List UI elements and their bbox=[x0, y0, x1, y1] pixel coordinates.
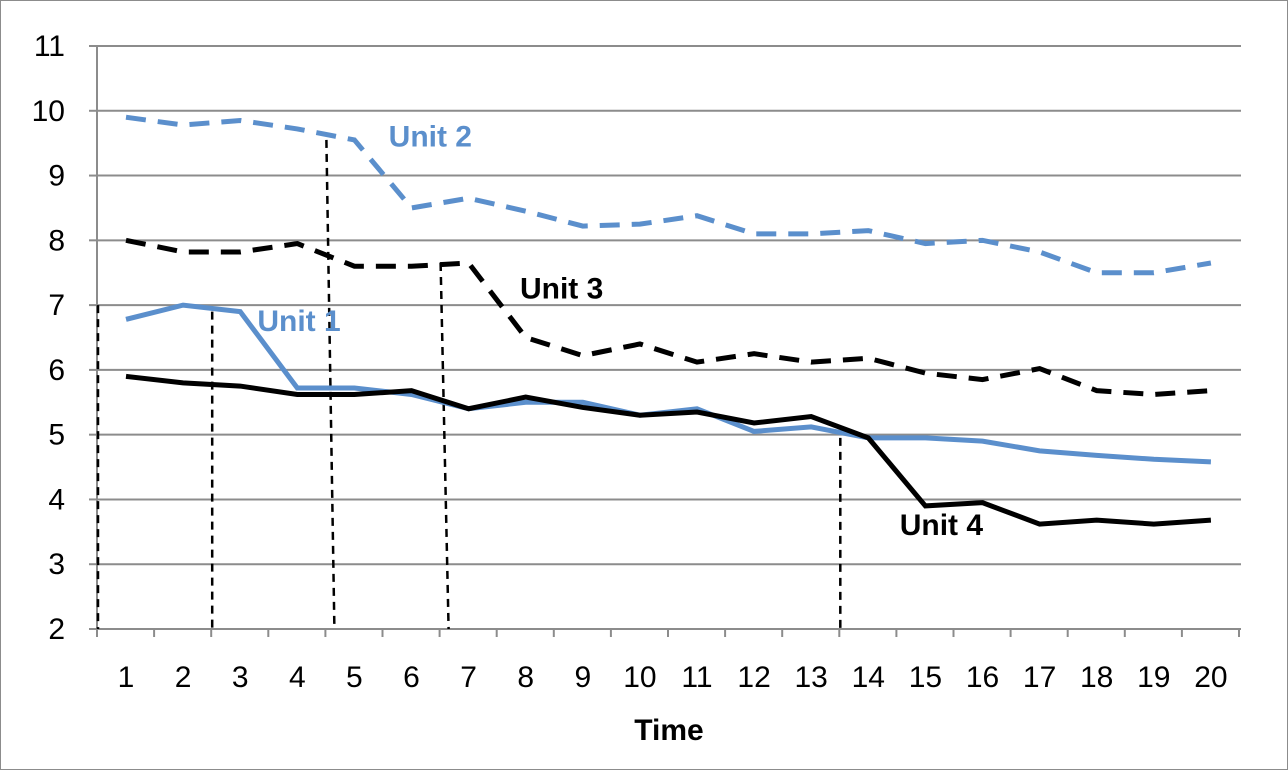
x-tick-label: 12 bbox=[737, 661, 770, 694]
series-annotation: Unit 3 bbox=[520, 273, 603, 306]
series-annotation: Unit 1 bbox=[257, 305, 340, 338]
x-tick-label: 1 bbox=[118, 661, 135, 694]
x-axis-title: Time bbox=[634, 714, 703, 747]
series-line-unit-3 bbox=[125, 237, 1212, 398]
x-tick-label: 9 bbox=[574, 661, 591, 694]
x-tick-label: 10 bbox=[623, 661, 656, 694]
x-tick-label: 8 bbox=[517, 661, 534, 694]
series-annotation: Unit 2 bbox=[389, 120, 472, 153]
gridlines bbox=[97, 45, 1241, 566]
drop-lines bbox=[96, 139, 842, 630]
x-tick-label: 20 bbox=[1194, 661, 1227, 694]
series-annotation: Unit 4 bbox=[900, 509, 984, 542]
y-tick-label: 5 bbox=[48, 419, 65, 452]
y-tick-labels: 2 3 4 5 6 7 8 9 10 11 bbox=[32, 30, 65, 646]
x-tick-label: 14 bbox=[852, 661, 885, 694]
series-line-unit-4 bbox=[125, 373, 1212, 527]
x-tick-labels: 1 2 3 4 5 6 7 8 9 10 11 12 13 14 15 16 17 18 19 20 bbox=[118, 661, 1228, 694]
y-tick-label: 4 bbox=[48, 483, 65, 516]
y-tick-label: 8 bbox=[48, 224, 65, 257]
x-tick-label: 6 bbox=[403, 661, 420, 694]
x-tick-label: 2 bbox=[175, 661, 192, 694]
x-tick-label: 13 bbox=[795, 661, 828, 694]
x-tick-label: 5 bbox=[346, 661, 363, 694]
x-tick-label: 17 bbox=[1023, 661, 1056, 694]
x-tick-label: 16 bbox=[966, 661, 999, 694]
x-tick-label: 18 bbox=[1080, 661, 1113, 694]
drop-line-x-5 bbox=[325, 139, 336, 630]
y-tick-label: 11 bbox=[34, 30, 65, 63]
x-tick-label: 19 bbox=[1137, 661, 1170, 694]
y-tick-label: 10 bbox=[32, 95, 65, 128]
y-tick-label: 6 bbox=[48, 354, 65, 387]
x-tick-label: 11 bbox=[681, 661, 712, 694]
drop-line-x-7 bbox=[439, 262, 450, 630]
x-tick-label: 15 bbox=[909, 661, 942, 694]
x-tick-label: 3 bbox=[232, 661, 249, 694]
series-annotations: Unit 1 Unit 2 Unit 3 Unit 4 bbox=[257, 120, 983, 542]
y-tick-label: 2 bbox=[48, 613, 65, 646]
x-tick-label: 7 bbox=[460, 661, 477, 694]
y-tick-label: 9 bbox=[48, 160, 65, 193]
y-tick-label: 3 bbox=[48, 548, 65, 581]
series-line-unit-2 bbox=[125, 114, 1212, 276]
x-tick-label: 4 bbox=[289, 661, 306, 694]
series-lines bbox=[125, 114, 1212, 527]
y-tick-label: 7 bbox=[48, 289, 65, 322]
